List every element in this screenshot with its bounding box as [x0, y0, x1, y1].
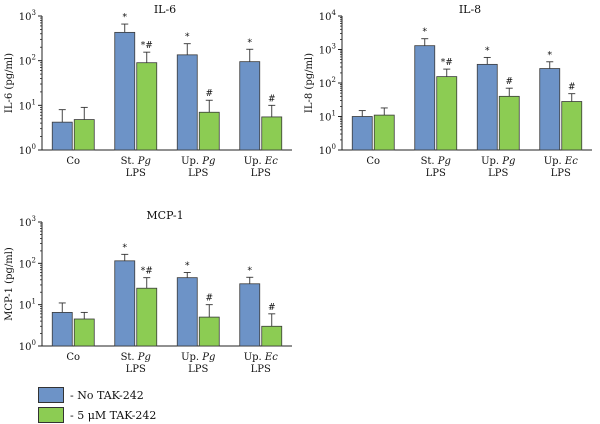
bar-no-tak-0: [51, 311, 73, 347]
significance-marker: #: [505, 77, 513, 87]
bar-no-tak-1: [114, 31, 136, 151]
chart-panel-il-8: IL-8IL-8 (pg/ml)100101102103104Co**#St. …: [304, 3, 592, 179]
chart-title: IL-6: [154, 3, 176, 16]
bar-tak-2: [198, 111, 220, 151]
significance-marker: #: [268, 303, 276, 313]
y-axis-label: IL-8 (pg/ml): [304, 53, 315, 113]
bar-tak-3: [261, 325, 283, 347]
significance-marker: *: [248, 266, 253, 276]
y-tick-label: 100: [19, 339, 36, 353]
y-tick-label: 100: [319, 143, 336, 157]
bar-no-tak-3: [239, 283, 261, 347]
legend-label-tak: - 5 μM TAK-242: [70, 408, 157, 422]
x-tick-label: St. Pg: [121, 352, 151, 363]
bar-no-tak-2: [476, 63, 498, 151]
legend-item-no-tak: - No TAK-242: [38, 386, 144, 404]
x-tick-label: LPS: [551, 168, 571, 179]
chart-title: IL-8: [459, 3, 481, 16]
bar-tak-2: [498, 95, 520, 151]
x-tick-label: Up. Pg: [181, 156, 215, 167]
significance-marker: *: [123, 13, 128, 23]
chart-title: MCP-1: [146, 209, 183, 222]
y-tick-label: 101: [319, 110, 336, 124]
x-tick-label: Co: [66, 156, 80, 167]
bar-no-tak-2: [176, 277, 198, 347]
y-tick-label: 102: [19, 256, 36, 270]
x-tick-label: LPS: [188, 364, 208, 375]
y-tick-label: 102: [19, 54, 36, 68]
y-tick-label: 103: [19, 215, 36, 229]
x-tick-label: LPS: [251, 364, 271, 375]
significance-marker: #: [268, 94, 276, 104]
x-tick-label: St. Pg: [121, 156, 151, 167]
bar-tak-1: [436, 76, 458, 151]
x-tick-label: St. Pg: [421, 156, 451, 167]
bar-no-tak-3: [239, 61, 261, 151]
x-tick-label: Co: [66, 352, 80, 363]
legend-item-tak: - 5 μM TAK-242: [38, 406, 156, 424]
legend-swatch-tak: [38, 407, 64, 423]
bar-no-tak-0: [51, 121, 73, 151]
x-tick-label: Co: [366, 156, 380, 167]
bar-no-tak-1: [114, 260, 136, 347]
bar-no-tak-2: [176, 54, 198, 151]
bar-tak-1: [136, 62, 158, 151]
bar-tak-0: [73, 119, 95, 151]
x-tick-label: Up. Pg: [181, 352, 215, 363]
significance-marker: *: [548, 51, 553, 61]
bar-tak-3: [261, 116, 283, 151]
bar-tak-1: [136, 287, 158, 347]
bar-no-tak-0: [351, 116, 373, 151]
x-tick-label: Up. Ec: [244, 352, 278, 363]
significance-marker: *#: [441, 58, 453, 68]
y-tick-label: 100: [19, 143, 36, 157]
significance-marker: #: [205, 89, 213, 99]
x-tick-label: LPS: [488, 168, 508, 179]
significance-marker: #: [205, 294, 213, 304]
significance-marker: *: [185, 33, 190, 43]
significance-marker: *: [248, 38, 253, 48]
bar-tak-3: [561, 101, 583, 151]
significance-marker: *: [423, 28, 428, 38]
y-tick-label: 102: [319, 76, 336, 90]
x-tick-label: LPS: [251, 168, 271, 179]
x-tick-label: LPS: [126, 168, 146, 179]
bar-tak-2: [198, 316, 220, 347]
bar-tak-0: [73, 318, 95, 347]
significance-marker: *: [185, 262, 190, 272]
y-tick-label: 101: [19, 298, 36, 312]
x-tick-label: LPS: [188, 168, 208, 179]
significance-marker: #: [568, 83, 576, 93]
significance-marker: *: [485, 46, 490, 56]
x-tick-label: Up. Ec: [544, 156, 578, 167]
significance-marker: *#: [141, 267, 153, 277]
legend-swatch-no-tak: [38, 387, 64, 403]
y-tick-label: 103: [19, 9, 36, 23]
bar-no-tak-1: [414, 45, 436, 151]
y-axis-label: MCP-1 (pg/ml): [4, 247, 15, 321]
y-tick-label: 103: [319, 43, 336, 57]
x-tick-label: Up. Ec: [244, 156, 278, 167]
significance-marker: *#: [141, 41, 153, 51]
y-tick-label: 101: [19, 98, 36, 112]
bar-no-tak-3: [539, 68, 561, 151]
significance-marker: *: [123, 243, 128, 253]
x-tick-label: LPS: [426, 168, 446, 179]
x-tick-label: LPS: [126, 364, 146, 375]
y-axis-label: IL-6 (pg/ml): [4, 53, 15, 113]
legend-label-no-tak: - No TAK-242: [70, 388, 144, 402]
x-tick-label: Up. Pg: [481, 156, 515, 167]
bar-tak-0: [373, 114, 395, 151]
y-tick-label: 104: [319, 9, 337, 23]
